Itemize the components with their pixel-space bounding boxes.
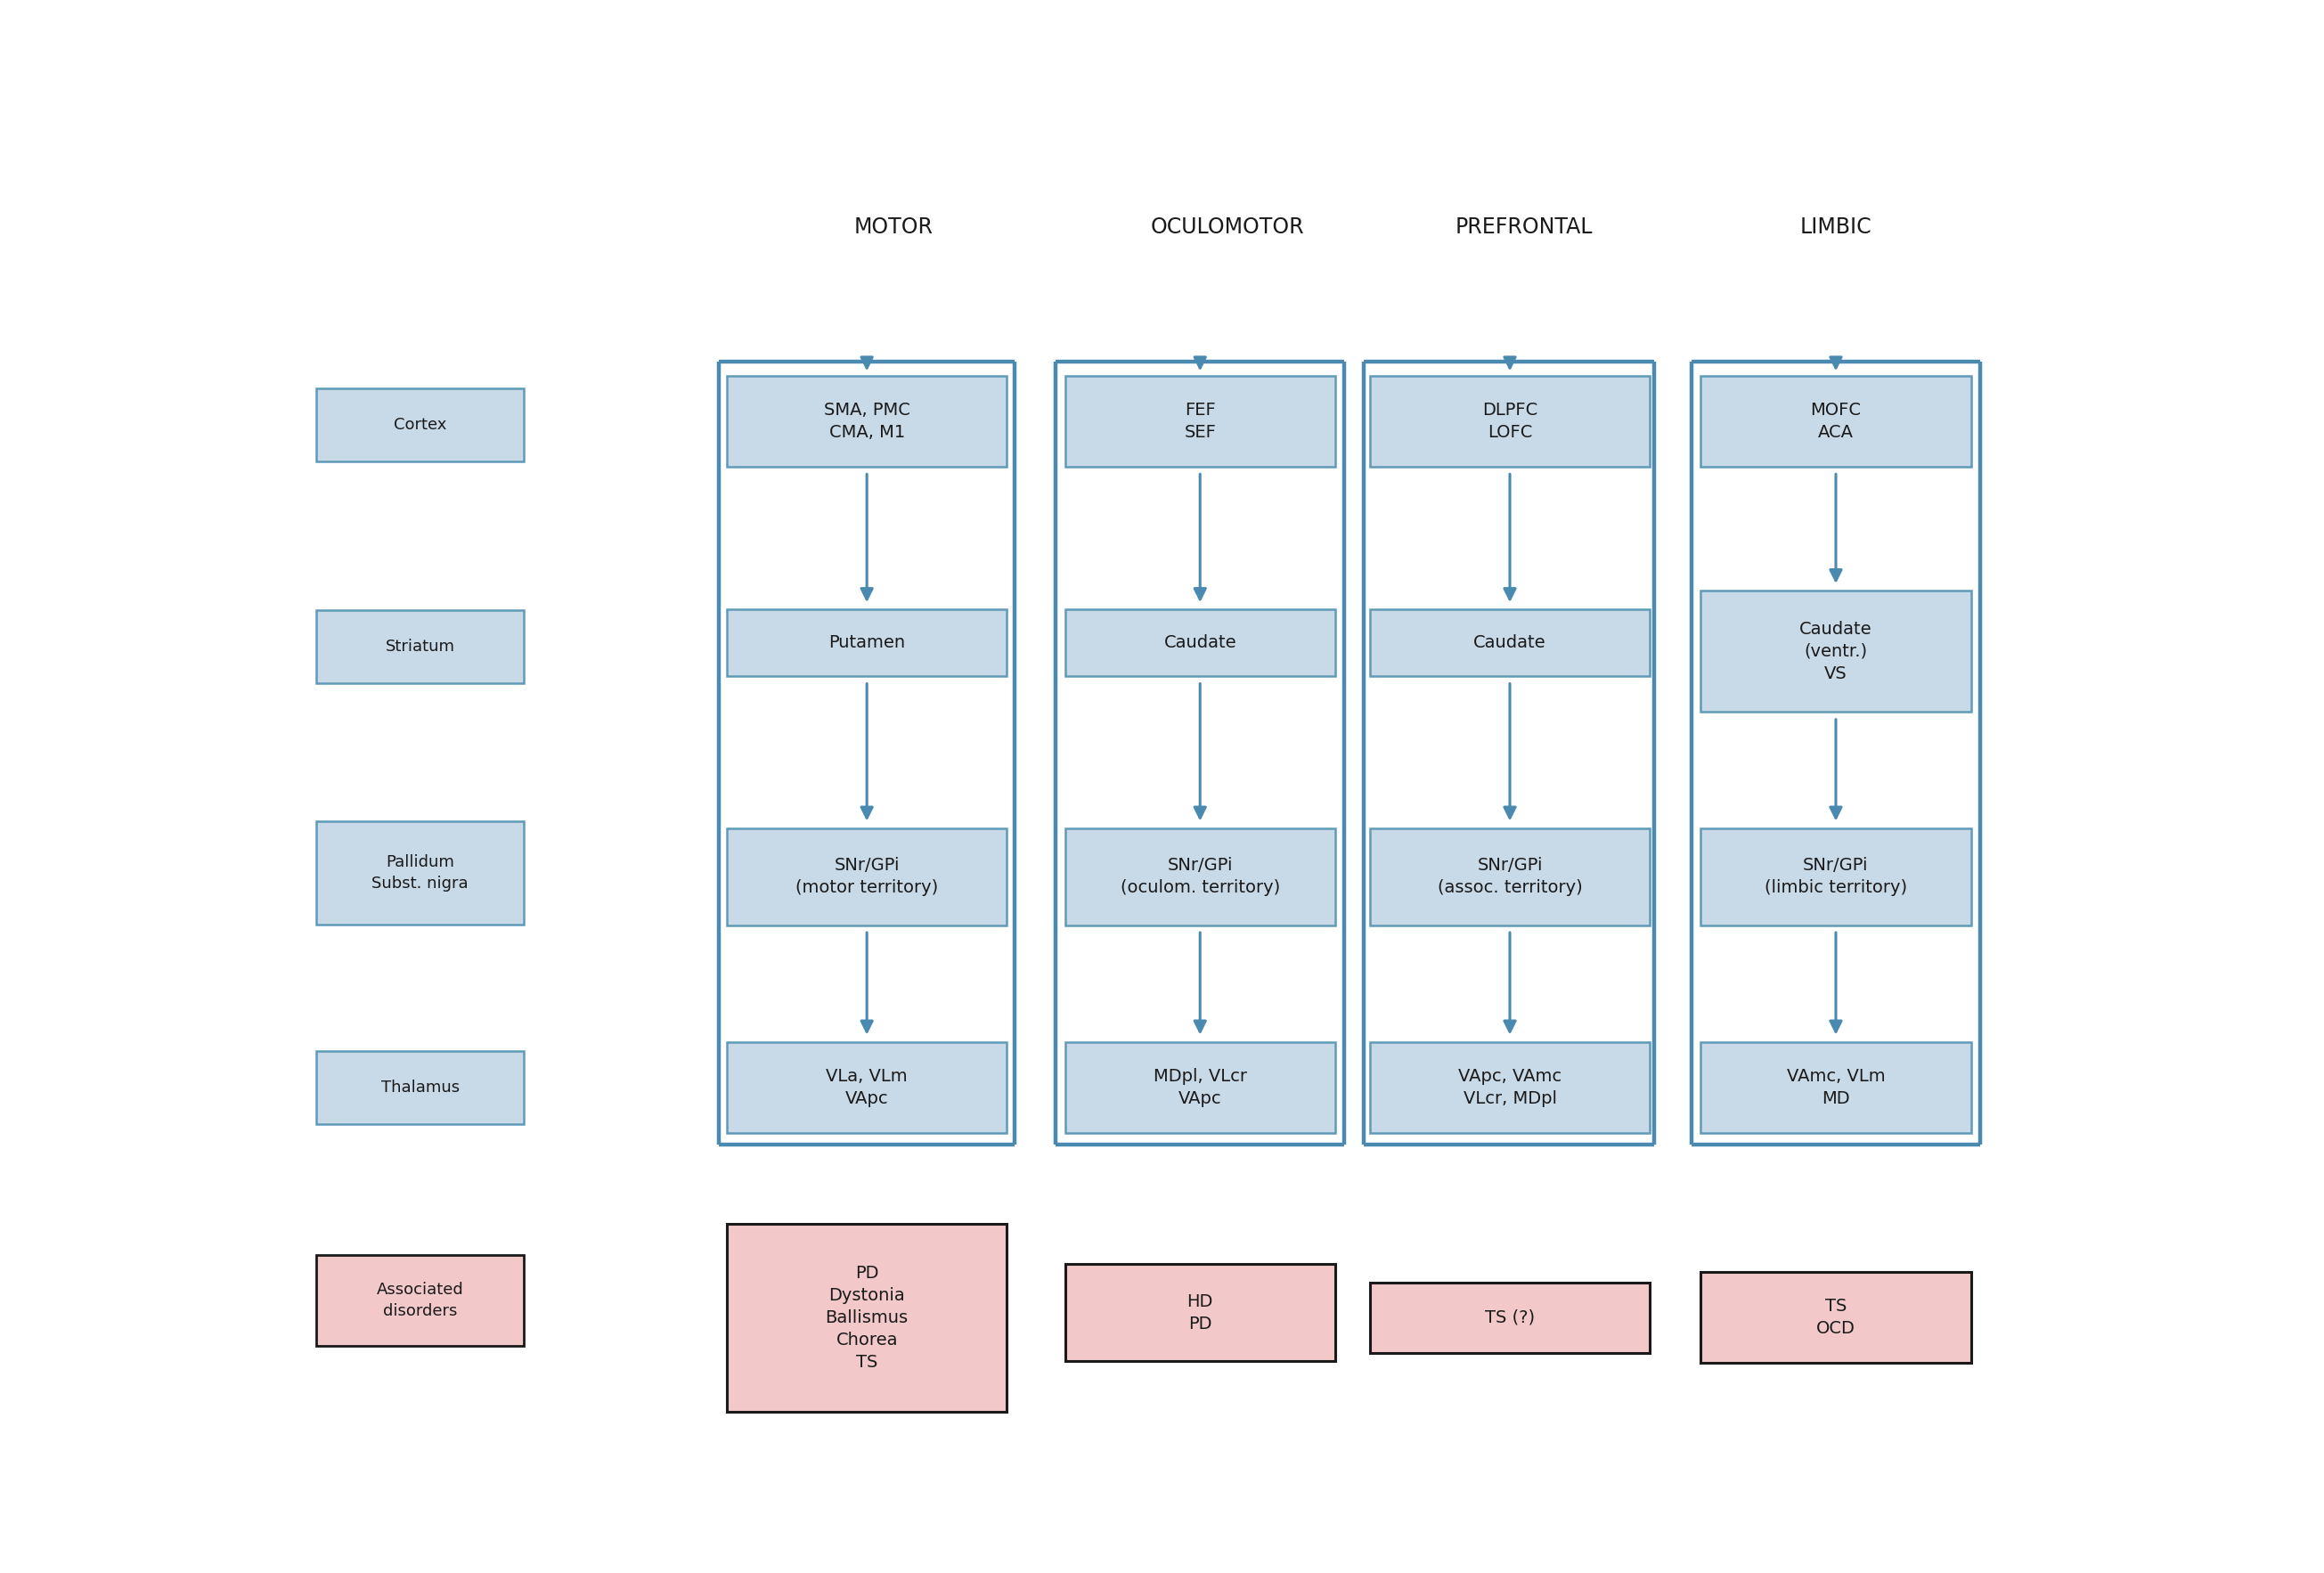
FancyBboxPatch shape	[727, 376, 1006, 467]
FancyBboxPatch shape	[316, 1051, 523, 1123]
Text: SNr/GPi
(oculom. territory): SNr/GPi (oculom. territory)	[1120, 857, 1281, 897]
Text: FEF
SEF: FEF SEF	[1183, 401, 1215, 440]
FancyBboxPatch shape	[1371, 376, 1650, 467]
Text: SNr/GPi
(assoc. territory): SNr/GPi (assoc. territory)	[1436, 857, 1583, 897]
Text: MOTOR: MOTOR	[855, 217, 934, 238]
FancyBboxPatch shape	[1371, 1041, 1650, 1133]
Text: MOFC
ACA: MOFC ACA	[1810, 401, 1862, 440]
FancyBboxPatch shape	[1371, 610, 1650, 676]
FancyBboxPatch shape	[1064, 829, 1334, 925]
Text: LIMBIC: LIMBIC	[1799, 217, 1871, 238]
Text: VApc, VAmc
VLcr, MDpl: VApc, VAmc VLcr, MDpl	[1457, 1068, 1562, 1107]
FancyBboxPatch shape	[1701, 829, 1971, 925]
FancyBboxPatch shape	[727, 829, 1006, 925]
Text: DLPFC
LOFC: DLPFC LOFC	[1483, 401, 1538, 440]
FancyBboxPatch shape	[727, 1224, 1006, 1411]
FancyBboxPatch shape	[1064, 1265, 1334, 1361]
Text: VAmc, VLm
MD: VAmc, VLm MD	[1787, 1068, 1885, 1107]
Text: MDpl, VLcr
VApc: MDpl, VLcr VApc	[1153, 1068, 1246, 1107]
Text: SNr/GPi
(limbic territory): SNr/GPi (limbic territory)	[1764, 857, 1908, 897]
FancyBboxPatch shape	[316, 821, 523, 925]
FancyBboxPatch shape	[316, 610, 523, 683]
FancyBboxPatch shape	[1064, 610, 1334, 676]
FancyBboxPatch shape	[1064, 376, 1334, 467]
Text: HD
PD: HD PD	[1188, 1293, 1213, 1332]
Text: Cortex: Cortex	[393, 417, 446, 433]
Text: OCULOMOTOR: OCULOMOTOR	[1150, 217, 1304, 238]
Text: PREFRONTAL: PREFRONTAL	[1455, 217, 1592, 238]
Text: VLa, VLm
VApc: VLa, VLm VApc	[825, 1068, 909, 1107]
Text: SNr/GPi
(motor territory): SNr/GPi (motor territory)	[795, 857, 939, 897]
FancyBboxPatch shape	[316, 1255, 523, 1346]
FancyBboxPatch shape	[727, 1041, 1006, 1133]
FancyBboxPatch shape	[316, 389, 523, 461]
FancyBboxPatch shape	[727, 610, 1006, 676]
Text: Thalamus: Thalamus	[381, 1079, 460, 1095]
Text: Putamen: Putamen	[827, 634, 906, 651]
FancyBboxPatch shape	[1701, 1273, 1971, 1364]
FancyBboxPatch shape	[1701, 591, 1971, 713]
Text: SMA, PMC
CMA, M1: SMA, PMC CMA, M1	[823, 401, 911, 440]
Text: Caudate
(ventr.)
VS: Caudate (ventr.) VS	[1799, 621, 1873, 683]
Text: TS
OCD: TS OCD	[1817, 1298, 1855, 1337]
Text: Caudate: Caudate	[1164, 634, 1236, 651]
Text: Pallidum
Subst. nigra: Pallidum Subst. nigra	[372, 854, 469, 892]
FancyBboxPatch shape	[1701, 376, 1971, 467]
FancyBboxPatch shape	[1371, 829, 1650, 925]
Text: TS (?): TS (?)	[1485, 1309, 1534, 1326]
Text: Striatum: Striatum	[386, 639, 456, 654]
FancyBboxPatch shape	[1701, 1041, 1971, 1133]
Text: Associated
disorders: Associated disorders	[376, 1282, 465, 1320]
Text: Caudate: Caudate	[1473, 634, 1545, 651]
FancyBboxPatch shape	[1371, 1282, 1650, 1353]
FancyBboxPatch shape	[1064, 1041, 1334, 1133]
Text: PD
Dystonia
Ballismus
Chorea
TS: PD Dystonia Ballismus Chorea TS	[825, 1265, 909, 1370]
